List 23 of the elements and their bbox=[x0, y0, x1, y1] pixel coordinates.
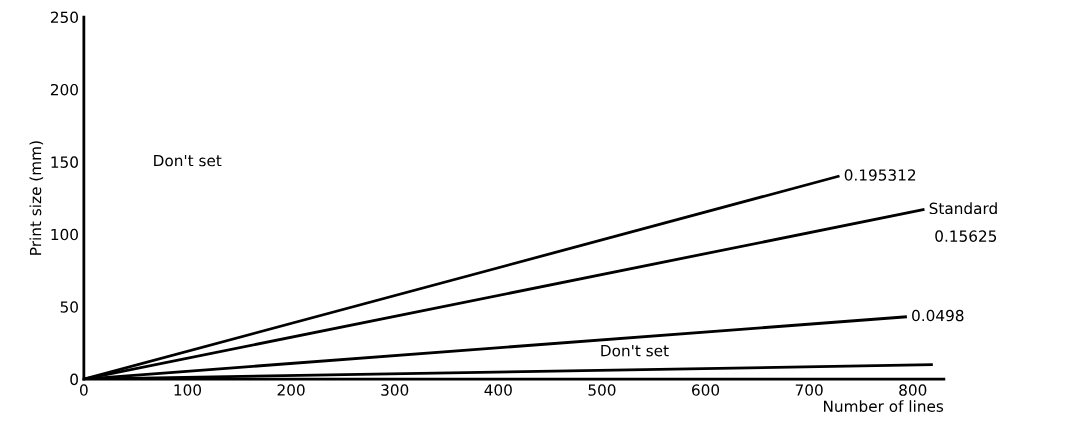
y-axis-title: Print size (mm) bbox=[29, 141, 44, 255]
y-tick-label: 100 bbox=[51, 228, 78, 241]
x-tick-label: 800 bbox=[899, 384, 927, 396]
y-tick-label: 50 bbox=[60, 301, 78, 313]
y-tick-label: 0 bbox=[70, 373, 78, 386]
y-tick-label: 150 bbox=[51, 156, 78, 168]
series-label: 0.195312 bbox=[844, 169, 916, 181]
x-tick-label: 200 bbox=[277, 384, 305, 396]
series-label: 0.0498 bbox=[912, 309, 964, 322]
x-tick-label: 0 bbox=[80, 384, 88, 396]
series-label: Standard bbox=[929, 202, 997, 215]
x-axis-title: Number of lines bbox=[824, 400, 944, 412]
x-tick-label: 600 bbox=[692, 384, 720, 396]
x-tick-label: 500 bbox=[588, 384, 616, 396]
y-tick-label: 200 bbox=[50, 83, 78, 96]
x-tick-label: 400 bbox=[484, 384, 512, 396]
x-tick-label: 700 bbox=[795, 384, 823, 396]
x-tick-label: 300 bbox=[381, 384, 409, 396]
annotation: Don't set bbox=[154, 154, 222, 167]
y-tick-label: 250 bbox=[50, 11, 78, 24]
annotation: 0.15625 bbox=[935, 230, 997, 242]
annotation: Don't set bbox=[601, 345, 669, 357]
x-tick-label: 100 bbox=[174, 384, 202, 396]
